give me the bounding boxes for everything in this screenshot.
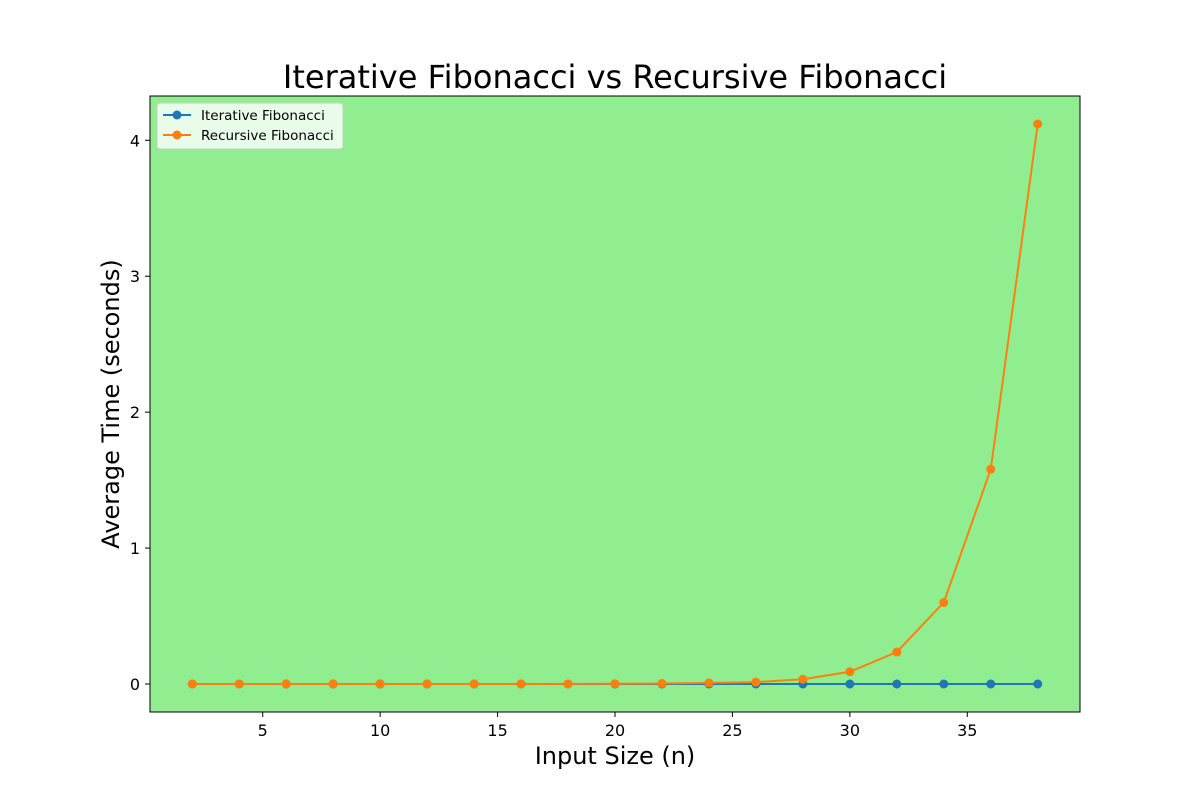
legend-label-recursive: Recursive Fibonacci (201, 128, 334, 144)
x-tick-label: 15 (487, 721, 507, 740)
x-tick-label: 10 (370, 721, 390, 740)
data-point-recursive-fibonacci (798, 674, 808, 684)
data-point-recursive-fibonacci (422, 679, 432, 689)
data-point-recursive-fibonacci (657, 678, 667, 688)
x-tick-label: 25 (722, 721, 742, 740)
data-point-recursive-fibonacci (187, 679, 197, 689)
data-point-recursive-fibonacci (845, 667, 855, 677)
data-point-recursive-fibonacci (375, 679, 385, 689)
data-point-recursive-fibonacci (469, 679, 479, 689)
data-point-recursive-fibonacci (986, 464, 996, 474)
data-point-iterative-fibonacci (1033, 679, 1043, 689)
legend: Iterative Fibonacci Recursive Fibonacci (156, 102, 344, 150)
data-point-recursive-fibonacci (516, 679, 526, 689)
data-point-iterative-fibonacci (892, 679, 902, 689)
data-point-recursive-fibonacci (704, 678, 714, 688)
y-tick-label: 1 (130, 539, 140, 558)
legend-label-iterative: Iterative Fibonacci (201, 108, 325, 124)
y-tick-label: 4 (130, 131, 140, 150)
y-tick-label: 3 (130, 267, 140, 286)
data-point-recursive-fibonacci (281, 679, 291, 689)
data-point-recursive-fibonacci (1033, 119, 1043, 129)
y-tick-label: 2 (130, 403, 140, 422)
data-point-recursive-fibonacci (939, 597, 949, 607)
x-axis-label: Input Size (n) (535, 742, 696, 770)
data-point-iterative-fibonacci (986, 679, 996, 689)
data-point-iterative-fibonacci (845, 679, 855, 689)
y-tick-label: 0 (130, 675, 140, 694)
series-layer (187, 119, 1043, 689)
plot-frame (149, 95, 1081, 713)
x-tick-label: 35 (957, 721, 977, 740)
x-tick-label: 30 (840, 721, 860, 740)
x-tick-label: 20 (605, 721, 625, 740)
chart-title: Iterative Fibonacci vs Recursive Fibonac… (283, 58, 947, 96)
y-axis-label: Average Time (seconds) (97, 259, 125, 548)
data-point-recursive-fibonacci (892, 647, 902, 657)
legend-box (156, 102, 344, 150)
data-point-recursive-fibonacci (751, 677, 761, 687)
ticks-layer: 5 10 15 20 25 30 35 0 1 2 3 4 (130, 131, 978, 740)
data-point-recursive-fibonacci (563, 679, 573, 689)
legend-marker-iterative (172, 110, 182, 120)
data-point-recursive-fibonacci (328, 679, 338, 689)
legend-marker-recursive (172, 130, 182, 140)
x-tick-label: 5 (258, 721, 268, 740)
data-point-recursive-fibonacci (234, 679, 244, 689)
data-point-recursive-fibonacci (610, 679, 620, 689)
plot-area (150, 96, 1080, 712)
data-point-iterative-fibonacci (939, 679, 949, 689)
